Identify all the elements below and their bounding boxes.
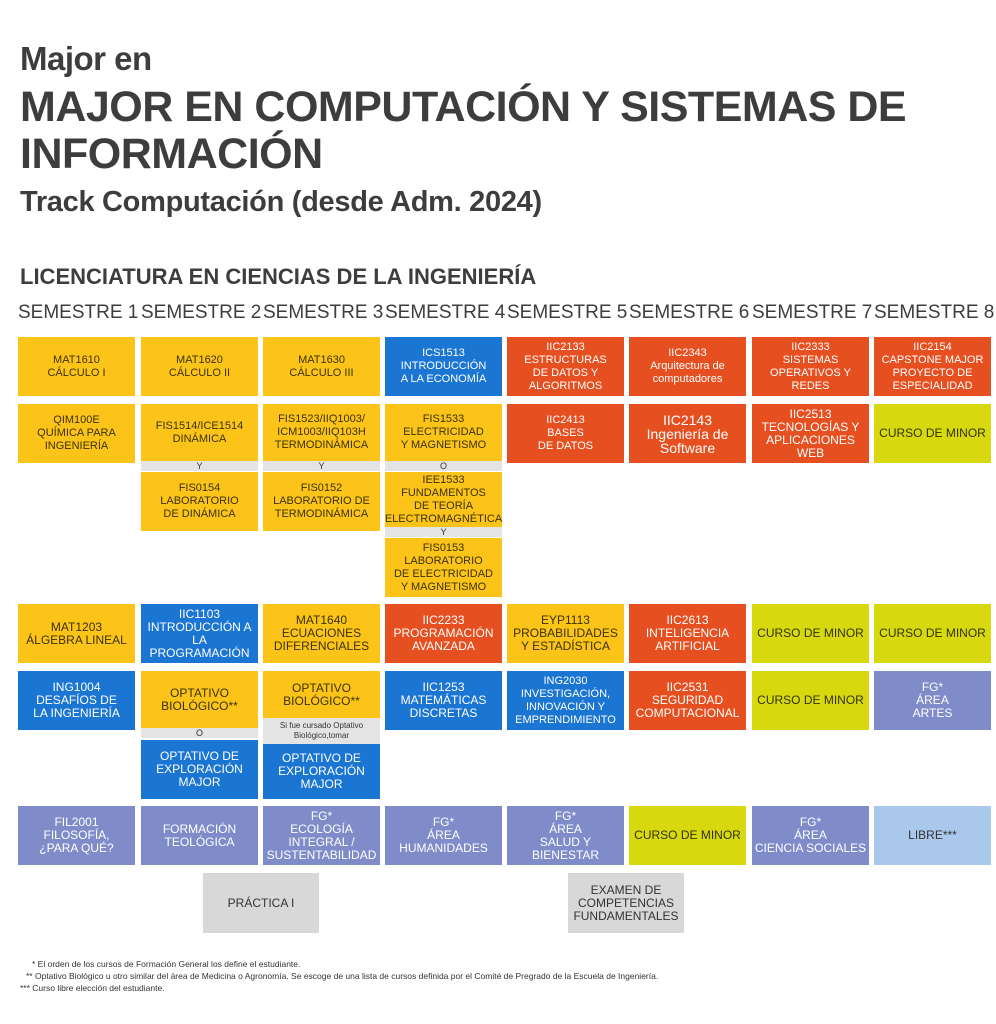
- course-iic2413: IIC2413 BASES DE DATOS: [507, 404, 624, 463]
- footnote-3: *** Curso libre elección del estudiante.: [20, 983, 165, 993]
- course-eyp1113: EYP1113 PROBABILIDADES Y ESTADÍSTICA: [507, 604, 624, 663]
- page-title: MAJOR EN COMPUTACIÓN Y SISTEMAS DE INFOR…: [20, 83, 907, 178]
- course-fis1523: FIS1523/IIQ1003/ ICM1003/IIQ103H TERMODI…: [263, 404, 380, 461]
- course-minor: CURSO DE MINOR: [874, 604, 991, 663]
- course-formacion-teologica: FORMACIÓN TEOLÓGICA: [141, 806, 258, 865]
- course-optativo-biologico: OPTATIVO BIOLÓGICO**: [263, 671, 380, 718]
- course-optativo-exploracion: OPTATIVO DE EXPLORACIÓN MAJOR: [263, 744, 380, 799]
- connector-o: O: [141, 728, 258, 738]
- semester-header-7: SEMESTRE 7: [752, 302, 873, 323]
- course-minor: CURSO DE MINOR: [629, 806, 746, 865]
- course-optativo-biologico: OPTATIVO BIOLÓGICO**: [141, 671, 258, 728]
- course-fis0154: FIS0154 LABORATORIO DE DINÁMICA: [141, 472, 258, 531]
- course-iic2133: IIC2133 ESTRUCTURAS DE DATOS Y ALGORITMO…: [507, 337, 624, 396]
- course-minor: CURSO DE MINOR: [874, 404, 991, 463]
- footnote-2: ** Optativo Biológico u otro similar del…: [26, 971, 659, 981]
- course-fg-humanidades: FG* ÁREA HUMANIDADES: [385, 806, 502, 865]
- page-subtitle-major: Major en: [20, 40, 152, 77]
- course-mat1640: MAT1640 ECUACIONES DIFERENCIALES: [263, 604, 380, 663]
- course-minor: CURSO DE MINOR: [752, 604, 869, 663]
- connector-y: Y: [263, 461, 380, 471]
- semester-header-1: SEMESTRE 1: [18, 302, 139, 323]
- course-iic2233: IIC2233 PROGRAMACIÓN AVANZADA: [385, 604, 502, 663]
- course-iic2154: IIC2154 CAPSTONE MAJOR PROYECTO DE ESPEC…: [874, 337, 991, 396]
- course-fg-salud: FG* ÁREA SALUD Y BIENESTAR: [507, 806, 624, 865]
- footnotes: * El orden de los cursos de Formación Ge…: [20, 958, 658, 994]
- course-ing2030: ING2030 INVESTIGACIÓN, INNOVACIÓN Y EMPR…: [507, 671, 624, 730]
- course-iic2343: IIC2343 Arquitectura de computadores: [629, 337, 746, 396]
- course-iic2333: IIC2333 SISTEMAS OPERATIVOS Y REDES: [752, 337, 869, 396]
- course-fis1514: FIS1514/ICE1514 DINÁMICA: [141, 404, 258, 461]
- section-title: LICENCIATURA EN CIENCIAS DE LA INGENIERÍ…: [20, 264, 537, 289]
- semester-header-5: SEMESTRE 5: [507, 302, 628, 323]
- semester-header-6: SEMESTRE 6: [629, 302, 750, 323]
- course-iic2531: IIC2531 SEGURIDAD COMPUTACIONAL: [629, 671, 746, 730]
- course-iee1533: IEE1533 FUNDAMENTOS DE TEORÍA ELECTROMAG…: [385, 472, 502, 527]
- course-iic1103: IIC1103 INTRODUCCIÓN A LA PROGRAMACIÓN: [141, 604, 258, 663]
- course-minor: CURSO DE MINOR: [752, 671, 869, 730]
- course-mat1203: MAT1203 ÁLGEBRA LINEAL: [18, 604, 135, 663]
- course-iic2513: IIC2513 TECNOLOGÍAS Y APLICACIONES WEB: [752, 404, 869, 463]
- course-qim100e: QIM100E QUÍMICA PARA INGENIERÍA: [18, 404, 135, 463]
- course-fg-ecologia: FG* ECOLOGÍA INTEGRAL / SUSTENTABILIDAD: [263, 806, 380, 865]
- connector-y: Y: [141, 461, 258, 471]
- track-title: Track Computación (desde Adm. 2024): [20, 186, 542, 218]
- requirement-practica: PRÁCTICA I: [203, 873, 319, 933]
- course-ics1513: ICS1513 INTRODUCCIÓN A LA ECONOMÍA: [385, 337, 502, 396]
- course-optativo-exploracion: OPTATIVO DE EXPLORACIÓN MAJOR: [141, 740, 258, 799]
- course-fis0153: FIS0153 LABORATORIO DE ELECTRICIDAD Y MA…: [385, 538, 502, 597]
- course-fis0152: FIS0152 LABORATORIO DE TERMODINÁMICA: [263, 472, 380, 531]
- semester-header-3: SEMESTRE 3: [263, 302, 384, 323]
- course-fis1533: FIS1533 ELECTRICIDAD Y MAGNETISMO: [385, 404, 502, 461]
- footnote-1: * El orden de los cursos de Formación Ge…: [32, 959, 301, 969]
- semester-header-8: SEMESTRE 8: [874, 302, 995, 323]
- requirement-examen: EXAMEN DE COMPETENCIAS FUNDAMENTALES: [568, 873, 684, 933]
- course-fg-sociales: FG* ÁREA CIENCIA SOCIALES: [752, 806, 869, 865]
- connector-y: Y: [385, 527, 502, 537]
- course-iic2613: IIC2613 INTELIGENCIA ARTIFICIAL: [629, 604, 746, 663]
- course-iic2143: IIC2143 Ingeniería de Software: [629, 404, 746, 463]
- semester-header-4: SEMESTRE 4: [385, 302, 506, 323]
- course-mat1630: MAT1630 CÁLCULO III: [263, 337, 380, 396]
- course-mat1610: MAT1610 CÁLCULO I: [18, 337, 135, 396]
- course-libre: LIBRE***: [874, 806, 991, 865]
- semester-header-2: SEMESTRE 2: [141, 302, 262, 323]
- note-optativo: Si fue cursado Optativo Biológico,tomar: [263, 718, 380, 744]
- course-fg-artes: FG* ÁREA ARTES: [874, 671, 991, 730]
- connector-o: O: [385, 461, 502, 471]
- course-ing1004: ING1004 DESAFÍOS DE LA INGENIERÍA: [18, 671, 135, 730]
- course-fil2001: FIL2001 FILOSOFÍA, ¿PARA QUÉ?: [18, 806, 135, 865]
- course-mat1620: MAT1620 CÁLCULO II: [141, 337, 258, 396]
- course-iic1253: IIC1253 MATEMÁTICAS DISCRETAS: [385, 671, 502, 730]
